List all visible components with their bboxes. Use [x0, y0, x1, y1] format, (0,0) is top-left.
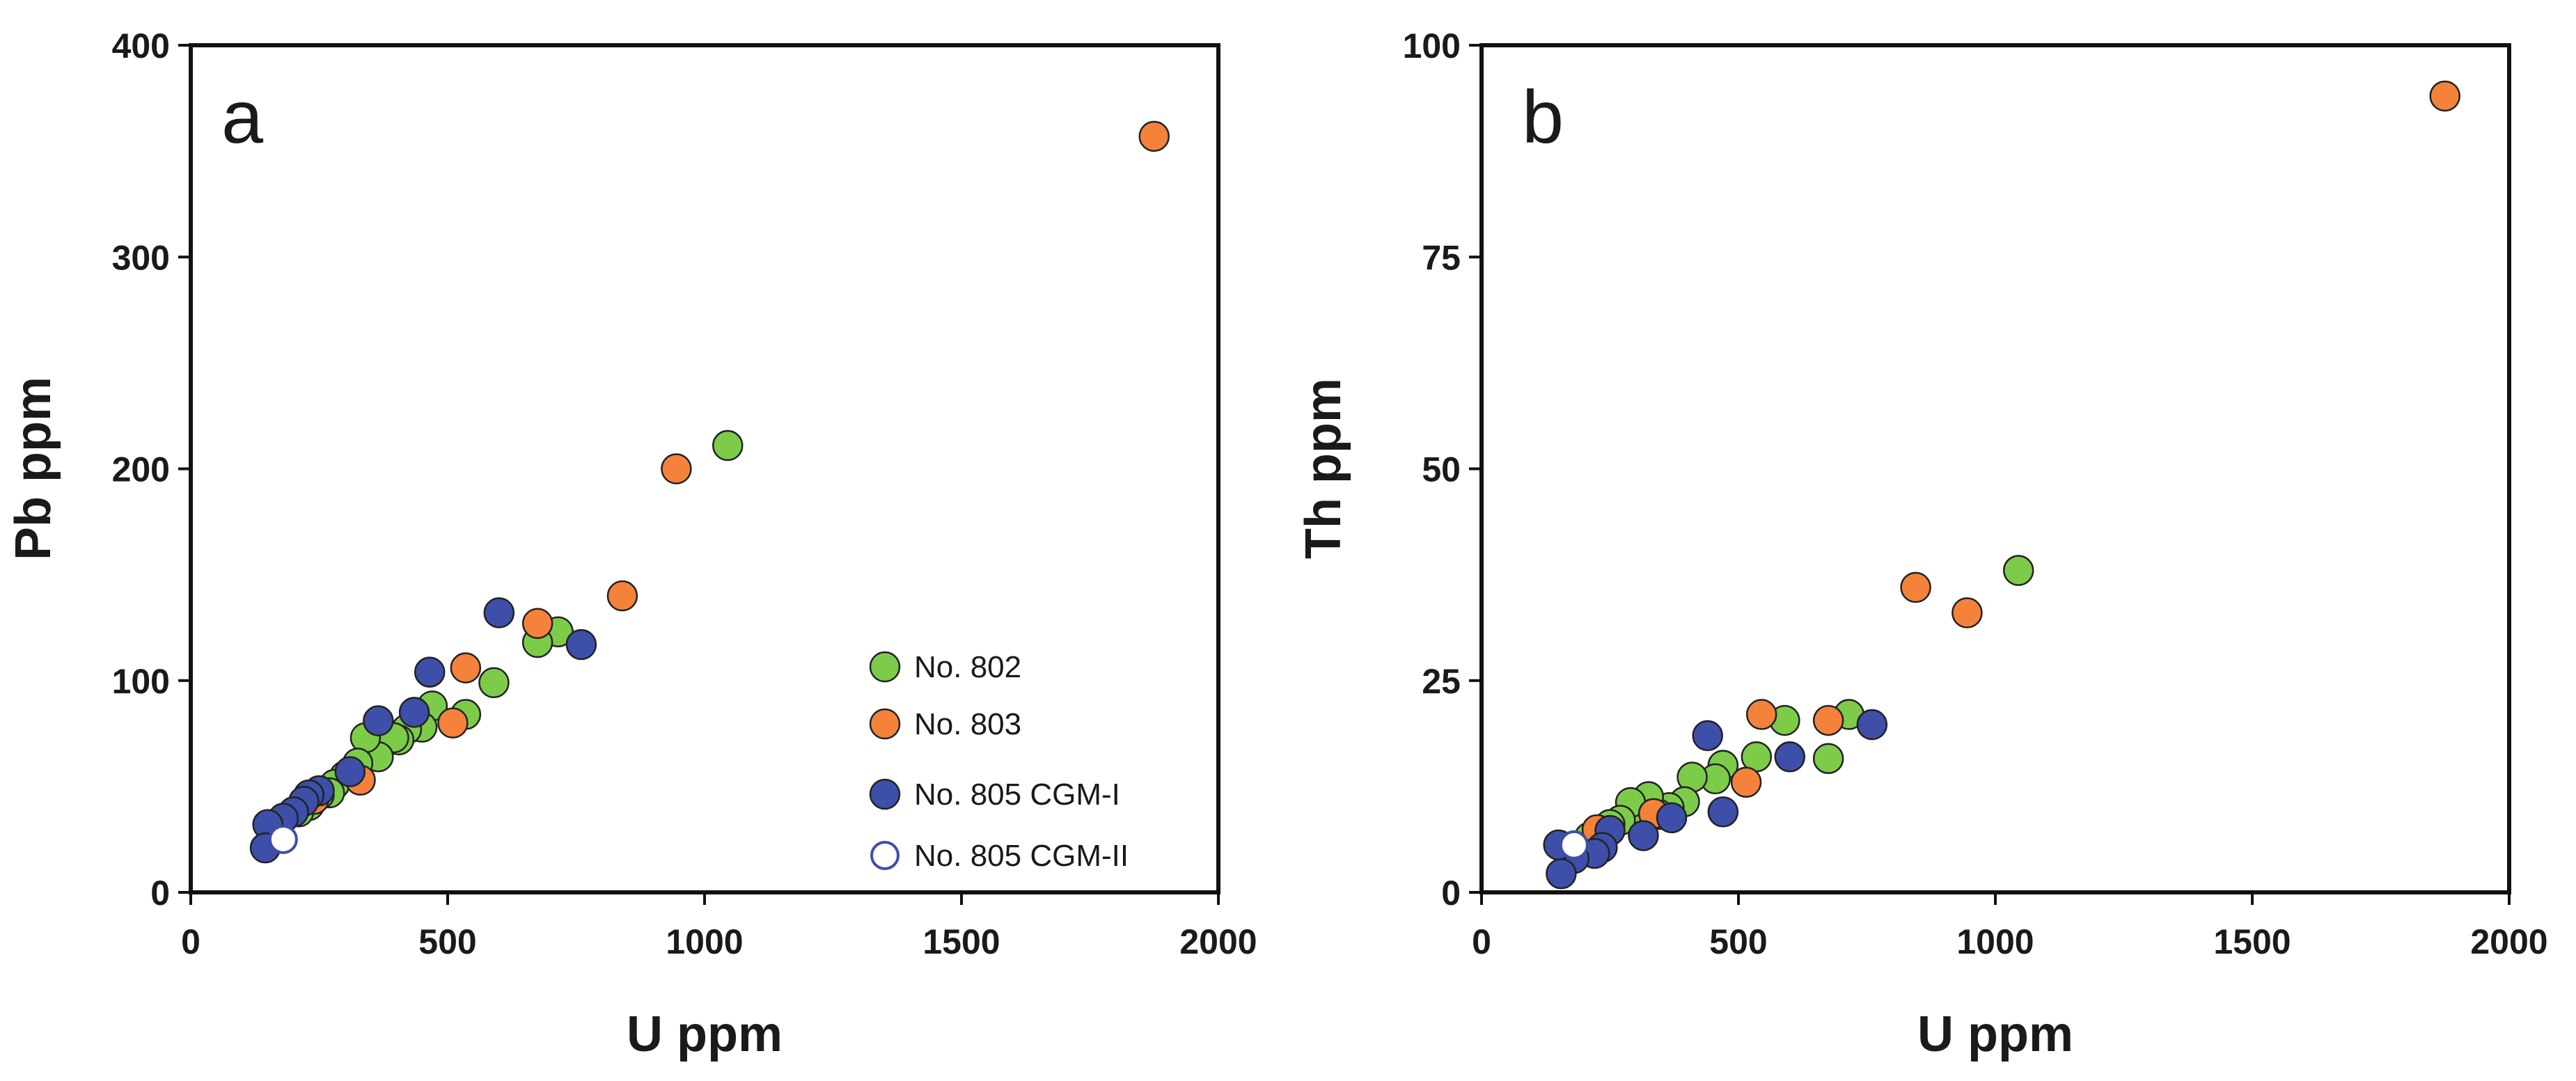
- panel-a-y-tick-label: 0: [150, 874, 170, 913]
- legend-item-no805-cgm1: No. 805 CGM-I: [869, 778, 1120, 812]
- panel-b-x-tick-label: 2000: [2470, 922, 2547, 961]
- panel-a-point-no805-cgm1: [483, 597, 515, 629]
- legend-marker-no802: [869, 651, 901, 683]
- panel-b-y-tick-label: 0: [1441, 874, 1461, 913]
- panel-b-x-tick-label: 1000: [1956, 922, 2034, 961]
- panel-a: a 0 500 1000 1500 2000 0 100 200 300 400 U ppm Pb…: [6, 26, 1257, 1062]
- panel-b: b 0 500 1000 1500 2000 0 25 50 75 100 U ppm Th pp…: [1296, 26, 2548, 1062]
- panel-b-label: b: [1522, 74, 1564, 159]
- panel-a-point-no805-cgm1: [334, 756, 366, 787]
- legend-item-no802: No. 802: [869, 650, 1021, 684]
- panel-a-y-tick-label: 200: [112, 450, 170, 489]
- legend-marker-no805-cgm1: [869, 778, 901, 810]
- panel-b-x-tick-label: 0: [1472, 922, 1491, 961]
- panel-a-point-no805-cgm1: [565, 629, 597, 661]
- panel-b-y-axis-label: Th ppm: [1296, 378, 1351, 559]
- panel-b-point-no803: [1730, 766, 1762, 798]
- panel-b-point-no805-cgm1: [1656, 802, 1688, 834]
- panel-a-point-no803: [450, 652, 482, 684]
- panel-b-point-no805-cgm2: [1559, 830, 1589, 860]
- panel-a-x-tick-label: 1500: [922, 922, 1000, 961]
- panel-b-point-no802: [2002, 555, 2034, 586]
- panel-a-point-no805-cgm1: [363, 705, 394, 736]
- panel-b-point-no805-cgm1: [1692, 720, 1723, 752]
- legend-label-no803: No. 803: [914, 707, 1021, 741]
- legend-label-no802: No. 802: [914, 650, 1021, 684]
- panel-a-point-no802: [478, 667, 510, 699]
- panel-b-x-tick-label: 500: [1709, 922, 1767, 961]
- legend-marker-no805-cgm2: [870, 841, 900, 870]
- panel-a-point-no803: [606, 580, 638, 612]
- legend: No. 802 No. 803 No. 805 CGM-I No. 805 CG…: [869, 650, 1129, 873]
- panel-a-ticks: 0 500 1000 1500 2000 0 100 200 300 400: [112, 26, 1257, 961]
- panel-a-frame: [189, 43, 1220, 894]
- panel-a-point-no802: [712, 429, 744, 461]
- panel-b-point-no805-cgm1: [1628, 820, 1659, 851]
- panel-a-points: [249, 120, 1170, 864]
- legend-marker-no803: [869, 708, 901, 740]
- panel-a-y-tick-label: 300: [112, 238, 170, 277]
- panel-b-point-no803: [1951, 597, 1983, 629]
- panel-b-y-tick-label: 75: [1422, 238, 1461, 277]
- panel-b-x-axis-label: U ppm: [1917, 1007, 2073, 1062]
- panel-a-point-no803: [661, 453, 692, 484]
- panel-a-x-tick-label: 1000: [666, 922, 743, 961]
- panel-a-point-no805-cgm2: [268, 824, 298, 854]
- panel-b-y-tick-label: 50: [1422, 450, 1461, 489]
- legend-item-no803: No. 803: [869, 707, 1021, 741]
- panel-b-point-no803: [1812, 704, 1844, 736]
- panel-a-y-tick-label: 100: [112, 662, 170, 701]
- panel-b-point-no805-cgm1: [1546, 858, 1577, 890]
- panel-b-y-tick-label: 25: [1422, 662, 1461, 701]
- panel-b-y-tick-label: 100: [1403, 26, 1461, 65]
- legend-item-no805-cgm2: No. 805 CGM-II: [870, 839, 1129, 873]
- panel-b-point-no805-cgm1: [1856, 709, 1888, 741]
- panel-a-point-no803: [1138, 120, 1170, 152]
- panel-b-point-no803: [1900, 571, 1931, 603]
- panel-a-point-no803: [437, 707, 469, 739]
- panel-a-x-tick-label: 0: [181, 922, 201, 961]
- panel-b-frame: [1479, 43, 2511, 894]
- panel-b-x-tick-label: 1500: [2213, 922, 2291, 961]
- panel-a-x-tick-label: 2000: [1179, 922, 1257, 961]
- panel-a-x-tick-label: 500: [418, 922, 476, 961]
- panel-a-x-axis-label: U ppm: [627, 1007, 783, 1062]
- panel-a-label: a: [221, 74, 264, 159]
- panel-a-y-tick-label: 400: [112, 26, 170, 65]
- panel-b-point-no803: [2429, 80, 2460, 112]
- panel-b-point-no802: [1812, 743, 1844, 774]
- panel-b-points: [1543, 80, 2460, 890]
- panel-b-point-no805-cgm1: [1707, 796, 1739, 828]
- panel-a-y-axis-label: Pb ppm: [6, 377, 61, 560]
- panel-a-point-no805-cgm1: [414, 656, 446, 688]
- panel-b-ticks: 0 500 1000 1500 2000 0 25 50 75 100: [1403, 26, 2548, 961]
- panel-a-point-no805-cgm1: [398, 697, 430, 728]
- panel-b-point-no805-cgm1: [1774, 741, 1806, 773]
- legend-label-no805-cgm2: No. 805 CGM-II: [914, 839, 1129, 873]
- legend-label-no805-cgm1: No. 805 CGM-I: [914, 778, 1120, 812]
- panel-b-point-no803: [1745, 699, 1777, 730]
- panel-a-point-no803: [521, 608, 553, 639]
